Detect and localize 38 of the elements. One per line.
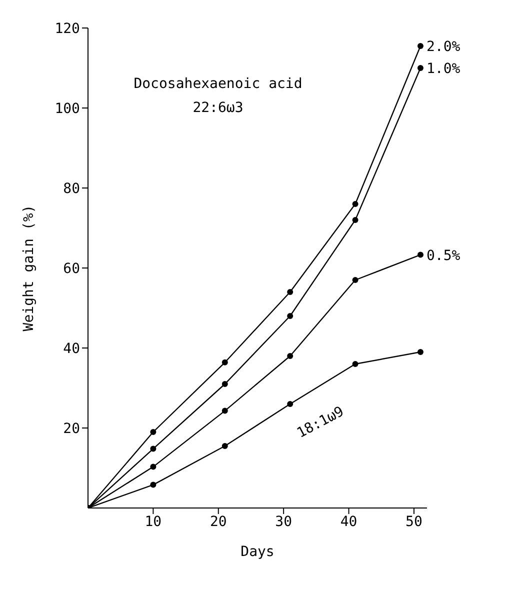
point bbox=[352, 277, 358, 283]
x-axis-title: Days bbox=[240, 544, 274, 560]
y-tick-label: 20 bbox=[63, 420, 80, 437]
x-tick-label: 40 bbox=[340, 514, 358, 530]
point bbox=[222, 408, 228, 414]
series-label: 0.5% bbox=[426, 248, 461, 264]
point bbox=[222, 359, 228, 366]
point bbox=[150, 446, 156, 452]
series-label: 2.0% bbox=[426, 39, 461, 55]
annotation: 22:6ω3 bbox=[192, 100, 244, 116]
y-tick-label: 60 bbox=[63, 260, 80, 277]
y-tick-label: 80 bbox=[63, 180, 80, 197]
point bbox=[222, 381, 228, 387]
point bbox=[352, 361, 358, 367]
x-tick-label: 30 bbox=[275, 514, 292, 530]
annotation: Docosahexaenoic acid bbox=[134, 76, 302, 92]
point bbox=[417, 65, 424, 71]
point bbox=[150, 464, 156, 470]
point bbox=[417, 252, 424, 258]
y-axis-title: Weight gain (%) bbox=[20, 204, 37, 332]
x-tick-label: 10 bbox=[144, 514, 162, 530]
series-label: 1.0% bbox=[426, 61, 461, 77]
point bbox=[287, 401, 294, 407]
point bbox=[287, 289, 294, 295]
point bbox=[417, 43, 424, 49]
point bbox=[287, 353, 294, 359]
point bbox=[352, 201, 358, 207]
y-tick-label: 120 bbox=[54, 20, 80, 37]
point bbox=[417, 349, 424, 355]
point bbox=[352, 217, 358, 223]
y-tick-label: 40 bbox=[63, 340, 80, 357]
point bbox=[150, 482, 156, 488]
x-tick-label: 20 bbox=[210, 514, 227, 530]
x-tick-label: 50 bbox=[406, 514, 422, 530]
y-tick-label: 100 bbox=[54, 100, 80, 117]
point bbox=[287, 313, 294, 319]
point bbox=[150, 429, 156, 435]
point bbox=[222, 443, 228, 449]
